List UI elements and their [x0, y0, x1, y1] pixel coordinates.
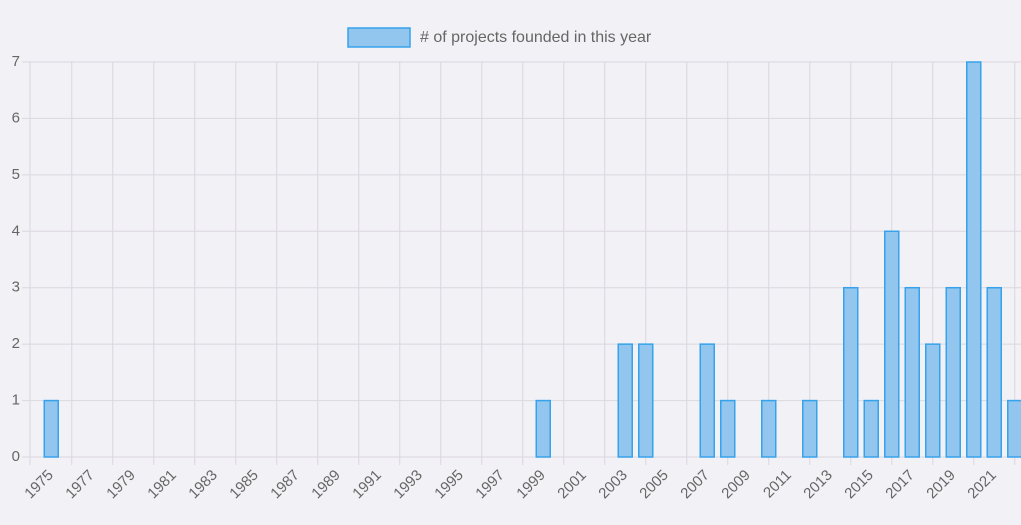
bar	[761, 399, 777, 458]
bar	[945, 286, 961, 458]
x-tick-label: 1995	[431, 467, 467, 503]
x-tick-label: 2021	[964, 467, 1000, 503]
bar	[904, 286, 920, 458]
x-tick-label: 1989	[308, 467, 344, 503]
bar	[638, 343, 654, 458]
x-tick-label: 1979	[103, 467, 139, 503]
x-tick-label: 1993	[390, 467, 426, 503]
x-tick-label: 2017	[882, 467, 918, 503]
x-tick-label: 2015	[841, 467, 877, 503]
y-tick-label: 4	[12, 222, 20, 239]
x-tick-label: 1999	[513, 467, 549, 503]
bar	[884, 230, 900, 458]
bar	[617, 343, 633, 458]
x-tick-label: 1977	[62, 467, 98, 503]
x-tick-label: 1987	[267, 467, 303, 503]
x-tick-label: 2007	[677, 467, 713, 503]
bar	[843, 286, 859, 458]
x-tick-label: 2013	[800, 467, 836, 503]
y-tick-label: 7	[12, 53, 20, 70]
bar	[699, 343, 715, 458]
y-tick-label: 3	[12, 279, 20, 296]
bar	[802, 399, 818, 458]
x-tick-label: 1991	[349, 467, 385, 503]
x-tick-label: 2011	[760, 467, 795, 502]
y-tick-label: 6	[12, 109, 20, 126]
bar	[43, 399, 59, 458]
x-tick-label: 1981	[144, 467, 180, 503]
bar	[966, 61, 982, 458]
bar	[535, 399, 551, 458]
bar	[1007, 399, 1021, 458]
x-tick-label: 1985	[226, 467, 262, 503]
bar	[986, 286, 1002, 458]
legend-label: # of projects founded in this year	[420, 29, 652, 46]
bar	[720, 399, 736, 458]
x-tick-label: 2005	[636, 467, 672, 503]
x-tick-label: 2009	[718, 467, 754, 503]
x-tick-label: 2001	[554, 467, 590, 503]
x-tick-label: 2003	[595, 467, 631, 503]
bar	[863, 399, 879, 458]
x-tick-label: 1983	[185, 467, 221, 503]
y-tick-label: 5	[12, 166, 20, 183]
y-tick-label: 1	[12, 392, 20, 409]
x-tick-label: 2019	[923, 467, 959, 503]
legend-swatch	[347, 27, 411, 48]
bar	[925, 343, 941, 458]
y-tick-label: 0	[12, 448, 20, 465]
x-tick-label: 1975	[21, 467, 57, 503]
x-tick-label: 1997	[472, 467, 508, 503]
y-tick-label: 2	[12, 335, 20, 352]
